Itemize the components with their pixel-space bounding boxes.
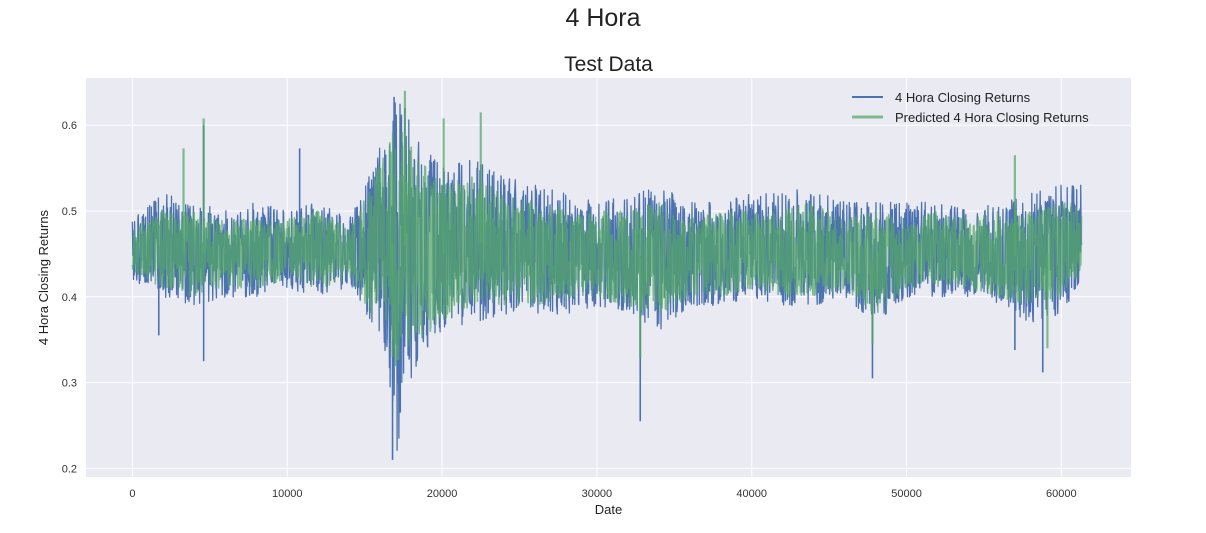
chart-title: Test Data <box>564 53 653 76</box>
x-tick-label: 20000 <box>427 488 458 500</box>
x-tick-label: 0 <box>129 488 135 500</box>
x-tick-label: 10000 <box>272 488 303 500</box>
y-tick-label: 0.2 <box>62 463 77 475</box>
tick-labels: 0 10000 20000 30000 40000 50000 60000 0.2 0.3 0.4… <box>62 120 1077 500</box>
y-tick-label: 0.3 <box>62 378 77 390</box>
x-tick-label: 40000 <box>736 488 767 500</box>
y-axis-label: 4 Hora Closing Returns <box>36 209 51 345</box>
x-tick-label: 30000 <box>582 488 613 500</box>
x-tick-label: 50000 <box>891 488 922 500</box>
legend-label: 4 Hora Closing Returns <box>895 90 1031 105</box>
y-tick-label: 0.5 <box>62 206 77 218</box>
figure-suptitle: 4 Hora <box>565 4 641 32</box>
x-tick-label: 60000 <box>1046 488 1077 500</box>
series-line <box>131 131 1083 367</box>
y-tick-label: 0.6 <box>62 120 77 132</box>
x-axis-label: Date <box>595 502 622 517</box>
series-layer <box>131 90 1083 460</box>
legend: 4 Hora Closing Returns Predicted 4 Hora C… <box>852 90 1089 125</box>
legend-label: Predicted 4 Hora Closing Returns <box>895 110 1089 125</box>
y-tick-label: 0.4 <box>62 292 77 304</box>
